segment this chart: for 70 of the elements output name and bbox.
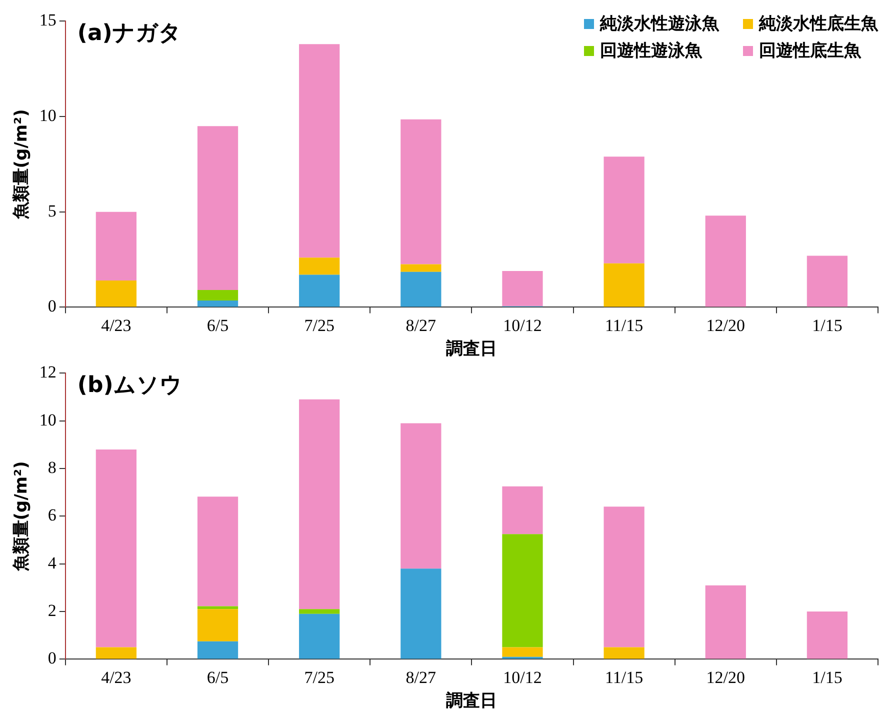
bar: [96, 647, 137, 659]
bar: [299, 44, 340, 258]
chart-title: (b)ムソウ: [77, 372, 182, 398]
bar: [502, 647, 543, 657]
bar: [299, 274, 340, 307]
x-tick-label: 8/27: [406, 668, 437, 687]
chart-title: (a)ナガタ: [77, 20, 182, 46]
bar: [299, 614, 340, 659]
x-tick-label: 7/25: [304, 316, 334, 335]
x-tick-label: 1/15: [812, 316, 842, 335]
x-tick-label: 8/27: [406, 316, 437, 335]
x-tick-label: 6/5: [206, 316, 229, 335]
legend-label: 純淡水性遊泳魚: [600, 13, 719, 35]
bar: [502, 534, 543, 648]
y-axis-title: 魚類量(g/m²): [12, 461, 32, 572]
bar: [502, 486, 543, 534]
y-tick-label: 0: [48, 648, 56, 668]
bar: [604, 156, 644, 264]
x-tick-label: 11/15: [605, 668, 644, 687]
x-tick-label: 7/25: [304, 668, 334, 687]
bar: [400, 119, 442, 264]
x-tick-label: 10/12: [503, 316, 542, 335]
y-tick-label: 6: [48, 506, 56, 525]
x-tick-label: 4/23: [101, 316, 132, 335]
bar: [400, 568, 442, 659]
y-tick-label: 15: [39, 10, 56, 30]
x-tick-label: 12/20: [706, 668, 746, 687]
y-tick-label: 10: [39, 106, 56, 125]
y-tick-label: 0: [48, 296, 56, 316]
bar: [705, 216, 746, 307]
bar: [96, 212, 137, 281]
legend-label: 回遊性遊泳魚: [600, 40, 702, 62]
bar: [502, 270, 543, 306]
y-tick-label: 8: [48, 458, 56, 477]
bar: [299, 609, 340, 614]
x-tick-label: 12/20: [706, 316, 746, 335]
bar: [604, 263, 644, 307]
x-tick-label: 10/12: [503, 668, 542, 687]
y-tick-label: 5: [48, 201, 56, 220]
bar: [806, 256, 848, 307]
bar: [400, 423, 442, 569]
y-tick-label: 12: [39, 362, 56, 382]
bar: [197, 496, 238, 606]
bar: [197, 126, 238, 290]
y-tick-label: 10: [39, 410, 56, 430]
bar: [197, 290, 238, 301]
bar: [197, 300, 238, 307]
x-tick-label: 4/23: [101, 668, 132, 687]
x-axis-title: 調査日: [446, 691, 498, 712]
y-tick-label: 2: [48, 601, 56, 620]
x-tick-label: 6/5: [206, 668, 229, 687]
bar: [400, 264, 442, 272]
legend-label: 回遊性底生魚: [759, 40, 861, 62]
bar: [197, 609, 238, 642]
bar: [197, 641, 238, 659]
bar: [96, 449, 137, 648]
bar: [96, 280, 137, 307]
bar: [806, 612, 848, 659]
x-tick-label: 11/15: [605, 316, 644, 335]
legend-label: 純淡水性底生魚: [759, 13, 878, 35]
y-axis-title: 魚類量(g/m²): [12, 109, 32, 220]
bar: [299, 399, 340, 610]
bar: [299, 258, 340, 275]
bar: [604, 647, 644, 659]
bar: [400, 272, 442, 307]
x-axis-title: 調査日: [446, 339, 498, 360]
bar: [604, 506, 644, 648]
bar: [705, 585, 746, 659]
y-tick-label: 4: [48, 553, 57, 572]
x-tick-label: 1/15: [812, 668, 842, 687]
